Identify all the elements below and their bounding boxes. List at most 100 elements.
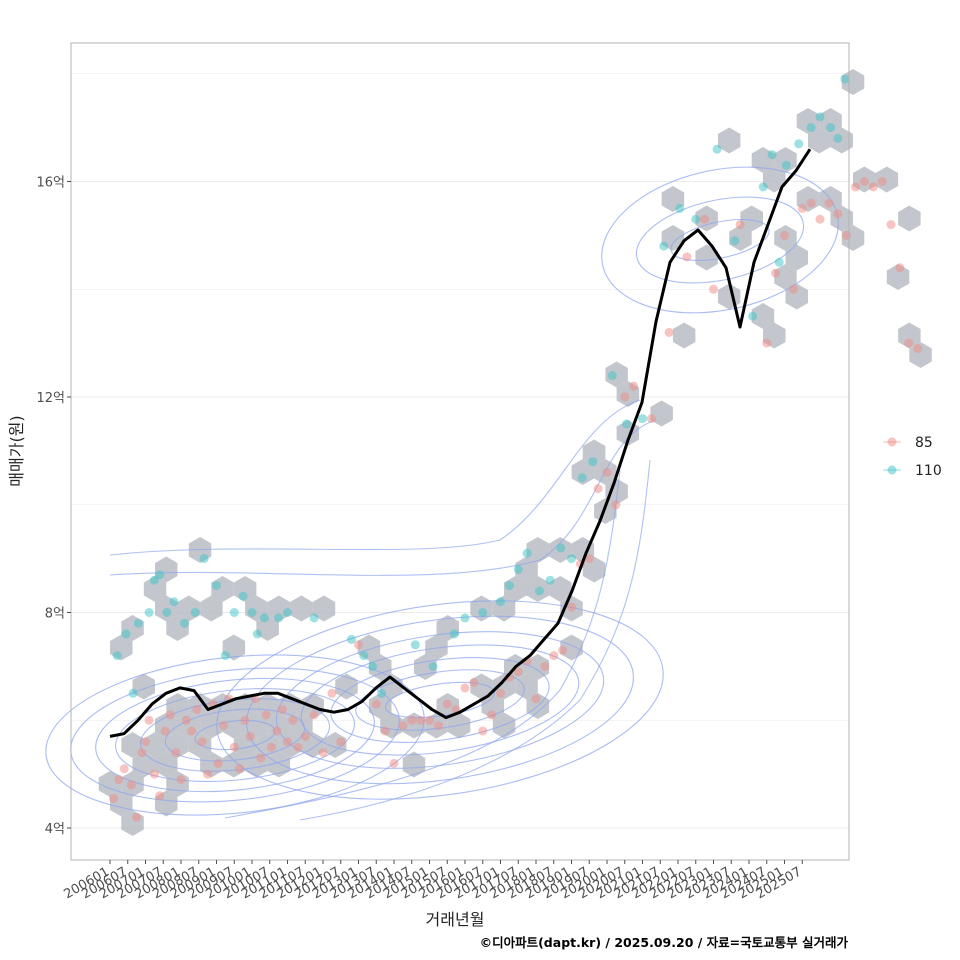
- point-85: [895, 263, 905, 273]
- point-85: [842, 230, 852, 240]
- point-85: [868, 182, 878, 192]
- point-110: [535, 586, 544, 596]
- point-85: [487, 710, 497, 720]
- point-85: [240, 715, 250, 725]
- point-110: [359, 651, 369, 661]
- point-110: [283, 608, 292, 617]
- hexbin: [774, 264, 797, 290]
- legend-label-110: 110: [915, 463, 942, 479]
- point-110: [428, 661, 438, 671]
- point-85: [851, 182, 860, 192]
- point-85: [229, 742, 239, 752]
- hexbin: [515, 556, 538, 583]
- point-85: [886, 220, 896, 230]
- contour-line: [299, 459, 651, 821]
- point-110: [712, 144, 722, 154]
- x-axis-ticks: 2006012006072007012007072008012008072009…: [62, 860, 804, 902]
- point-85: [235, 764, 245, 774]
- point-85: [629, 381, 639, 391]
- hexbin: [819, 108, 842, 134]
- point-110: [220, 651, 230, 661]
- point-110: [238, 591, 248, 601]
- hexbin: [515, 673, 538, 700]
- point-85: [141, 737, 150, 747]
- x-axis-title: 거래년월: [426, 910, 485, 929]
- point-85: [602, 467, 612, 477]
- point-85: [187, 726, 197, 736]
- point-85: [213, 758, 223, 768]
- point-110: [180, 618, 190, 628]
- point-85: [567, 602, 576, 612]
- point-110: [212, 581, 221, 591]
- point-85: [771, 268, 781, 278]
- point-110: [774, 257, 784, 267]
- point-110: [556, 543, 566, 553]
- point-110: [368, 661, 378, 671]
- contour-line: [330, 656, 550, 744]
- point-85: [762, 338, 772, 348]
- point-85: [815, 214, 825, 224]
- point-85: [389, 758, 399, 768]
- point-85: [149, 769, 159, 779]
- point-85: [119, 764, 129, 774]
- point-85: [336, 737, 346, 747]
- point-85: [859, 177, 869, 186]
- point-110: [833, 133, 843, 143]
- contour-line: [115, 687, 355, 783]
- hexbin: [571, 459, 595, 485]
- point-110: [346, 634, 356, 644]
- point-110: [410, 640, 420, 650]
- point-110: [496, 597, 505, 607]
- point-110: [545, 575, 555, 585]
- hexbin: [335, 673, 358, 700]
- point-110: [691, 214, 701, 224]
- point-85: [293, 742, 303, 752]
- hexbin: [155, 751, 178, 778]
- hexbin: [582, 439, 606, 466]
- hexbin: [886, 264, 910, 290]
- point-110: [730, 236, 740, 246]
- point-85: [469, 678, 479, 687]
- point-110: [607, 370, 617, 380]
- point-85: [709, 284, 718, 294]
- point-110: [199, 554, 209, 564]
- hexbin: [312, 595, 336, 622]
- trend-line: [109, 148, 812, 738]
- point-85: [460, 683, 470, 693]
- point-85: [913, 344, 923, 353]
- point-85: [126, 780, 136, 790]
- point-85: [540, 661, 550, 671]
- point-110: [748, 311, 758, 321]
- point-110: [259, 613, 269, 623]
- hexbin: [898, 322, 921, 349]
- point-85: [593, 484, 603, 494]
- hexbin: [222, 712, 246, 739]
- point-85: [611, 500, 621, 510]
- point-85: [283, 737, 292, 747]
- hexbin: [526, 654, 550, 680]
- point-110: [252, 629, 262, 639]
- point-110: [112, 651, 122, 661]
- point-110: [767, 150, 777, 160]
- point-110: [274, 613, 284, 623]
- point-110: [229, 608, 239, 617]
- point-110: [522, 548, 532, 558]
- point-85: [132, 812, 142, 822]
- point-85: [416, 715, 426, 725]
- scatter-points: [109, 74, 923, 822]
- hexbin: [740, 205, 763, 232]
- point-85: [245, 731, 255, 741]
- contour-line: [275, 631, 605, 769]
- point-110: [513, 564, 523, 574]
- point-85: [261, 710, 271, 720]
- point-110: [309, 613, 319, 623]
- point-110: [144, 608, 154, 617]
- point-110: [155, 570, 165, 580]
- hexbin: [650, 400, 673, 427]
- point-85: [877, 177, 887, 186]
- point-85: [664, 327, 674, 337]
- contour-line: [300, 644, 580, 756]
- hexbin: [132, 673, 155, 700]
- hexbin: [717, 127, 741, 154]
- point-110: [826, 123, 836, 133]
